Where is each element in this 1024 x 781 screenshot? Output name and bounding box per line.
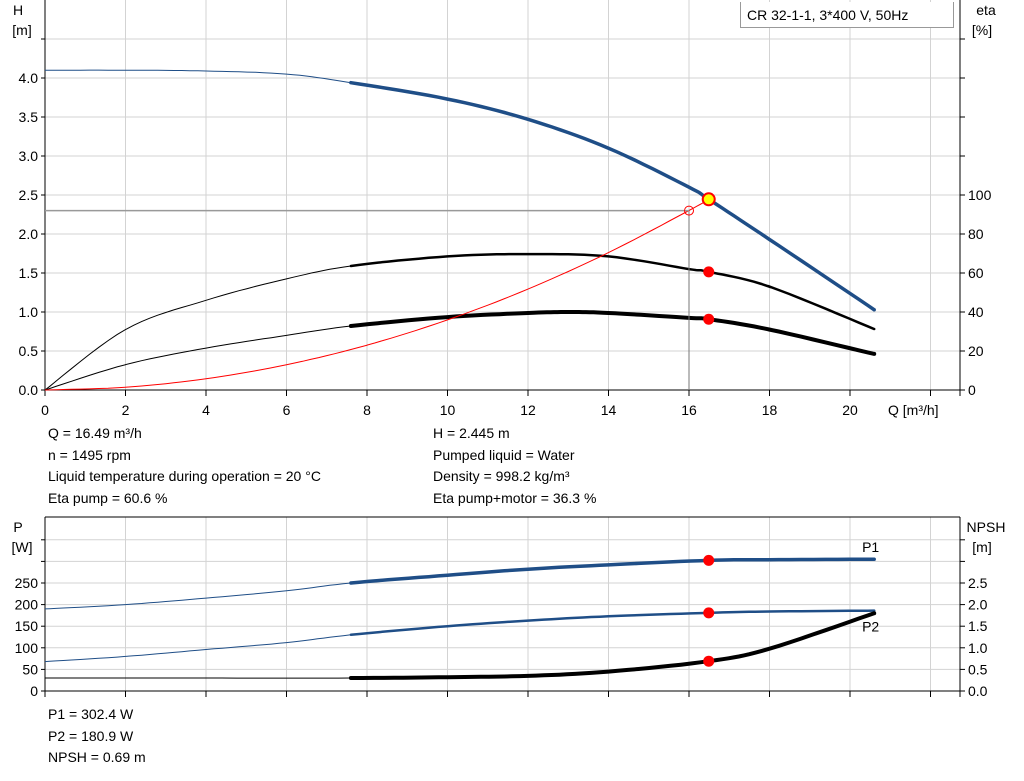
head-chart-y-tick-label: 4.0	[19, 70, 39, 86]
head-chart-y2-axis-unit: [%]	[972, 22, 992, 38]
head-chart-x-tick-label: 18	[762, 402, 778, 418]
power-chart-y-axis-label: P	[13, 519, 22, 535]
power-chart-y2-axis-unit: [m]	[972, 539, 991, 555]
power-chart-y-tick-label: 50	[22, 661, 38, 677]
curve-system_curve	[44, 198, 709, 391]
head-chart-y2-tick-label: 40	[968, 304, 984, 320]
info-p1: P1 = 302.4 W	[48, 706, 134, 722]
duty-point-eta-pump-motor	[703, 313, 715, 325]
curve-P2-thin	[44, 634, 351, 663]
power-chart-y2-tick-label: 0.0	[968, 683, 988, 699]
pump-title: CR 32-1-1, 3*400 V, 50Hz	[740, 2, 954, 28]
duty-point-p2	[703, 607, 715, 619]
info-npsh: NPSH = 0.69 m	[48, 749, 146, 765]
head-chart-x-tick-label: 2	[122, 402, 130, 418]
head-chart-x-tick-label: 16	[681, 402, 697, 418]
head-chart-y-tick-label: 0.0	[19, 382, 39, 398]
head-chart-x-axis-label: Q [m³/h]	[888, 402, 939, 418]
curve-H	[349, 80, 876, 312]
head-chart-x-tick-label: 14	[601, 402, 617, 418]
info-eta-pump-motor: Eta pump+motor = 36.3 %	[433, 489, 597, 506]
info-temperature: Liquid temperature during operation = 20…	[48, 468, 321, 484]
info-p2: P2 = 180.9 W	[48, 727, 134, 744]
series-label-P2: P2	[862, 619, 879, 635]
curve-eta_pump_motor	[348, 310, 877, 356]
info-q: Q = 16.49 m³/h	[48, 425, 142, 441]
info-density: Density = 998.2 kg/m³	[433, 468, 570, 484]
info-h: H = 2.445 m	[433, 425, 510, 441]
head-chart-y2-tick-label: 0	[968, 382, 976, 398]
head-chart-y-tick-label: 3.5	[19, 109, 39, 125]
info-right: H = 2.445 m Pumped liquid = Water Densit…	[433, 423, 596, 509]
info-speed: n = 1495 rpm	[48, 446, 131, 463]
head-chart-x-tick-label: 10	[440, 402, 456, 418]
info-left: Q = 16.49 m³/h n = 1495 rpm Liquid tempe…	[48, 423, 321, 509]
power-chart-y2-tick-label: 0.5	[968, 661, 988, 677]
head-chart-y2-tick-label: 60	[968, 265, 984, 281]
curve-P1	[349, 557, 876, 585]
curve-NPSH	[348, 611, 877, 680]
duty-point-npsh	[703, 655, 715, 667]
head-chart-y-tick-label: 3.0	[19, 148, 39, 164]
head-chart-x-tick-label: 20	[842, 402, 858, 418]
head-chart-y2-tick-label: 100	[968, 187, 992, 203]
power-chart-y-tick-label: 150	[15, 618, 39, 634]
curve-eta_pump	[349, 252, 876, 331]
duty-point-p1	[703, 554, 715, 566]
curve-eta_pump-thin	[44, 265, 351, 391]
head-chart-y2-axis-label: eta	[976, 2, 996, 18]
head-chart-y-tick-label: 1.5	[19, 265, 39, 281]
info-bottom: P1 = 302.4 W P2 = 180.9 W NPSH = 0.69 m	[48, 704, 146, 769]
head-chart-y-axis-unit: [m]	[12, 22, 31, 38]
head-chart-x-tick-label: 12	[520, 402, 536, 418]
head-chart-y2-tick-label: 80	[968, 226, 984, 242]
power-chart-y-tick-label: 0	[30, 683, 38, 699]
power-chart-y2-axis-label: NPSH	[967, 519, 1006, 535]
power-chart-y-tick-label: 100	[15, 640, 39, 656]
curve-P2	[349, 609, 876, 637]
info-eta-pump: Eta pump = 60.6 %	[48, 489, 168, 506]
head-chart-y2-tick-label: 20	[968, 343, 984, 359]
info-liquid: Pumped liquid = Water	[433, 446, 575, 463]
head-chart-y-tick-label: 0.5	[19, 343, 39, 359]
duty-point-eta-pump	[703, 266, 715, 278]
duty-point-h	[701, 192, 716, 207]
power-chart-y-tick-label: 200	[15, 597, 39, 613]
head-chart-x-tick-label: 0	[41, 402, 49, 418]
head-chart-y-axis-label: H	[13, 2, 23, 18]
power-chart-y2-tick-label: 1.0	[968, 640, 988, 656]
head-chart-y-tick-label: 2.5	[19, 187, 39, 203]
series-label-P1: P1	[862, 539, 879, 555]
reference-point-marker	[684, 205, 694, 216]
head-chart-x-tick-label: 6	[283, 402, 291, 418]
curve-P1-thin	[44, 582, 351, 610]
power-chart-y-axis-unit: [W]	[12, 539, 33, 555]
power-chart-y2-tick-label: 2.5	[968, 575, 988, 591]
power-chart-y-tick-label: 250	[15, 575, 39, 591]
head-chart-y-tick-label: 1.0	[19, 304, 39, 320]
curve-eta_pump_motor-thin	[44, 325, 351, 391]
head-chart-x-tick-label: 8	[363, 402, 371, 418]
curve-H-thin	[45, 69, 351, 84]
head-chart-y-tick-label: 2.0	[19, 226, 39, 242]
power-chart-y2-tick-label: 1.5	[968, 618, 988, 634]
head-chart-x-tick-label: 4	[202, 402, 210, 418]
power-chart-y2-tick-label: 2.0	[968, 597, 988, 613]
